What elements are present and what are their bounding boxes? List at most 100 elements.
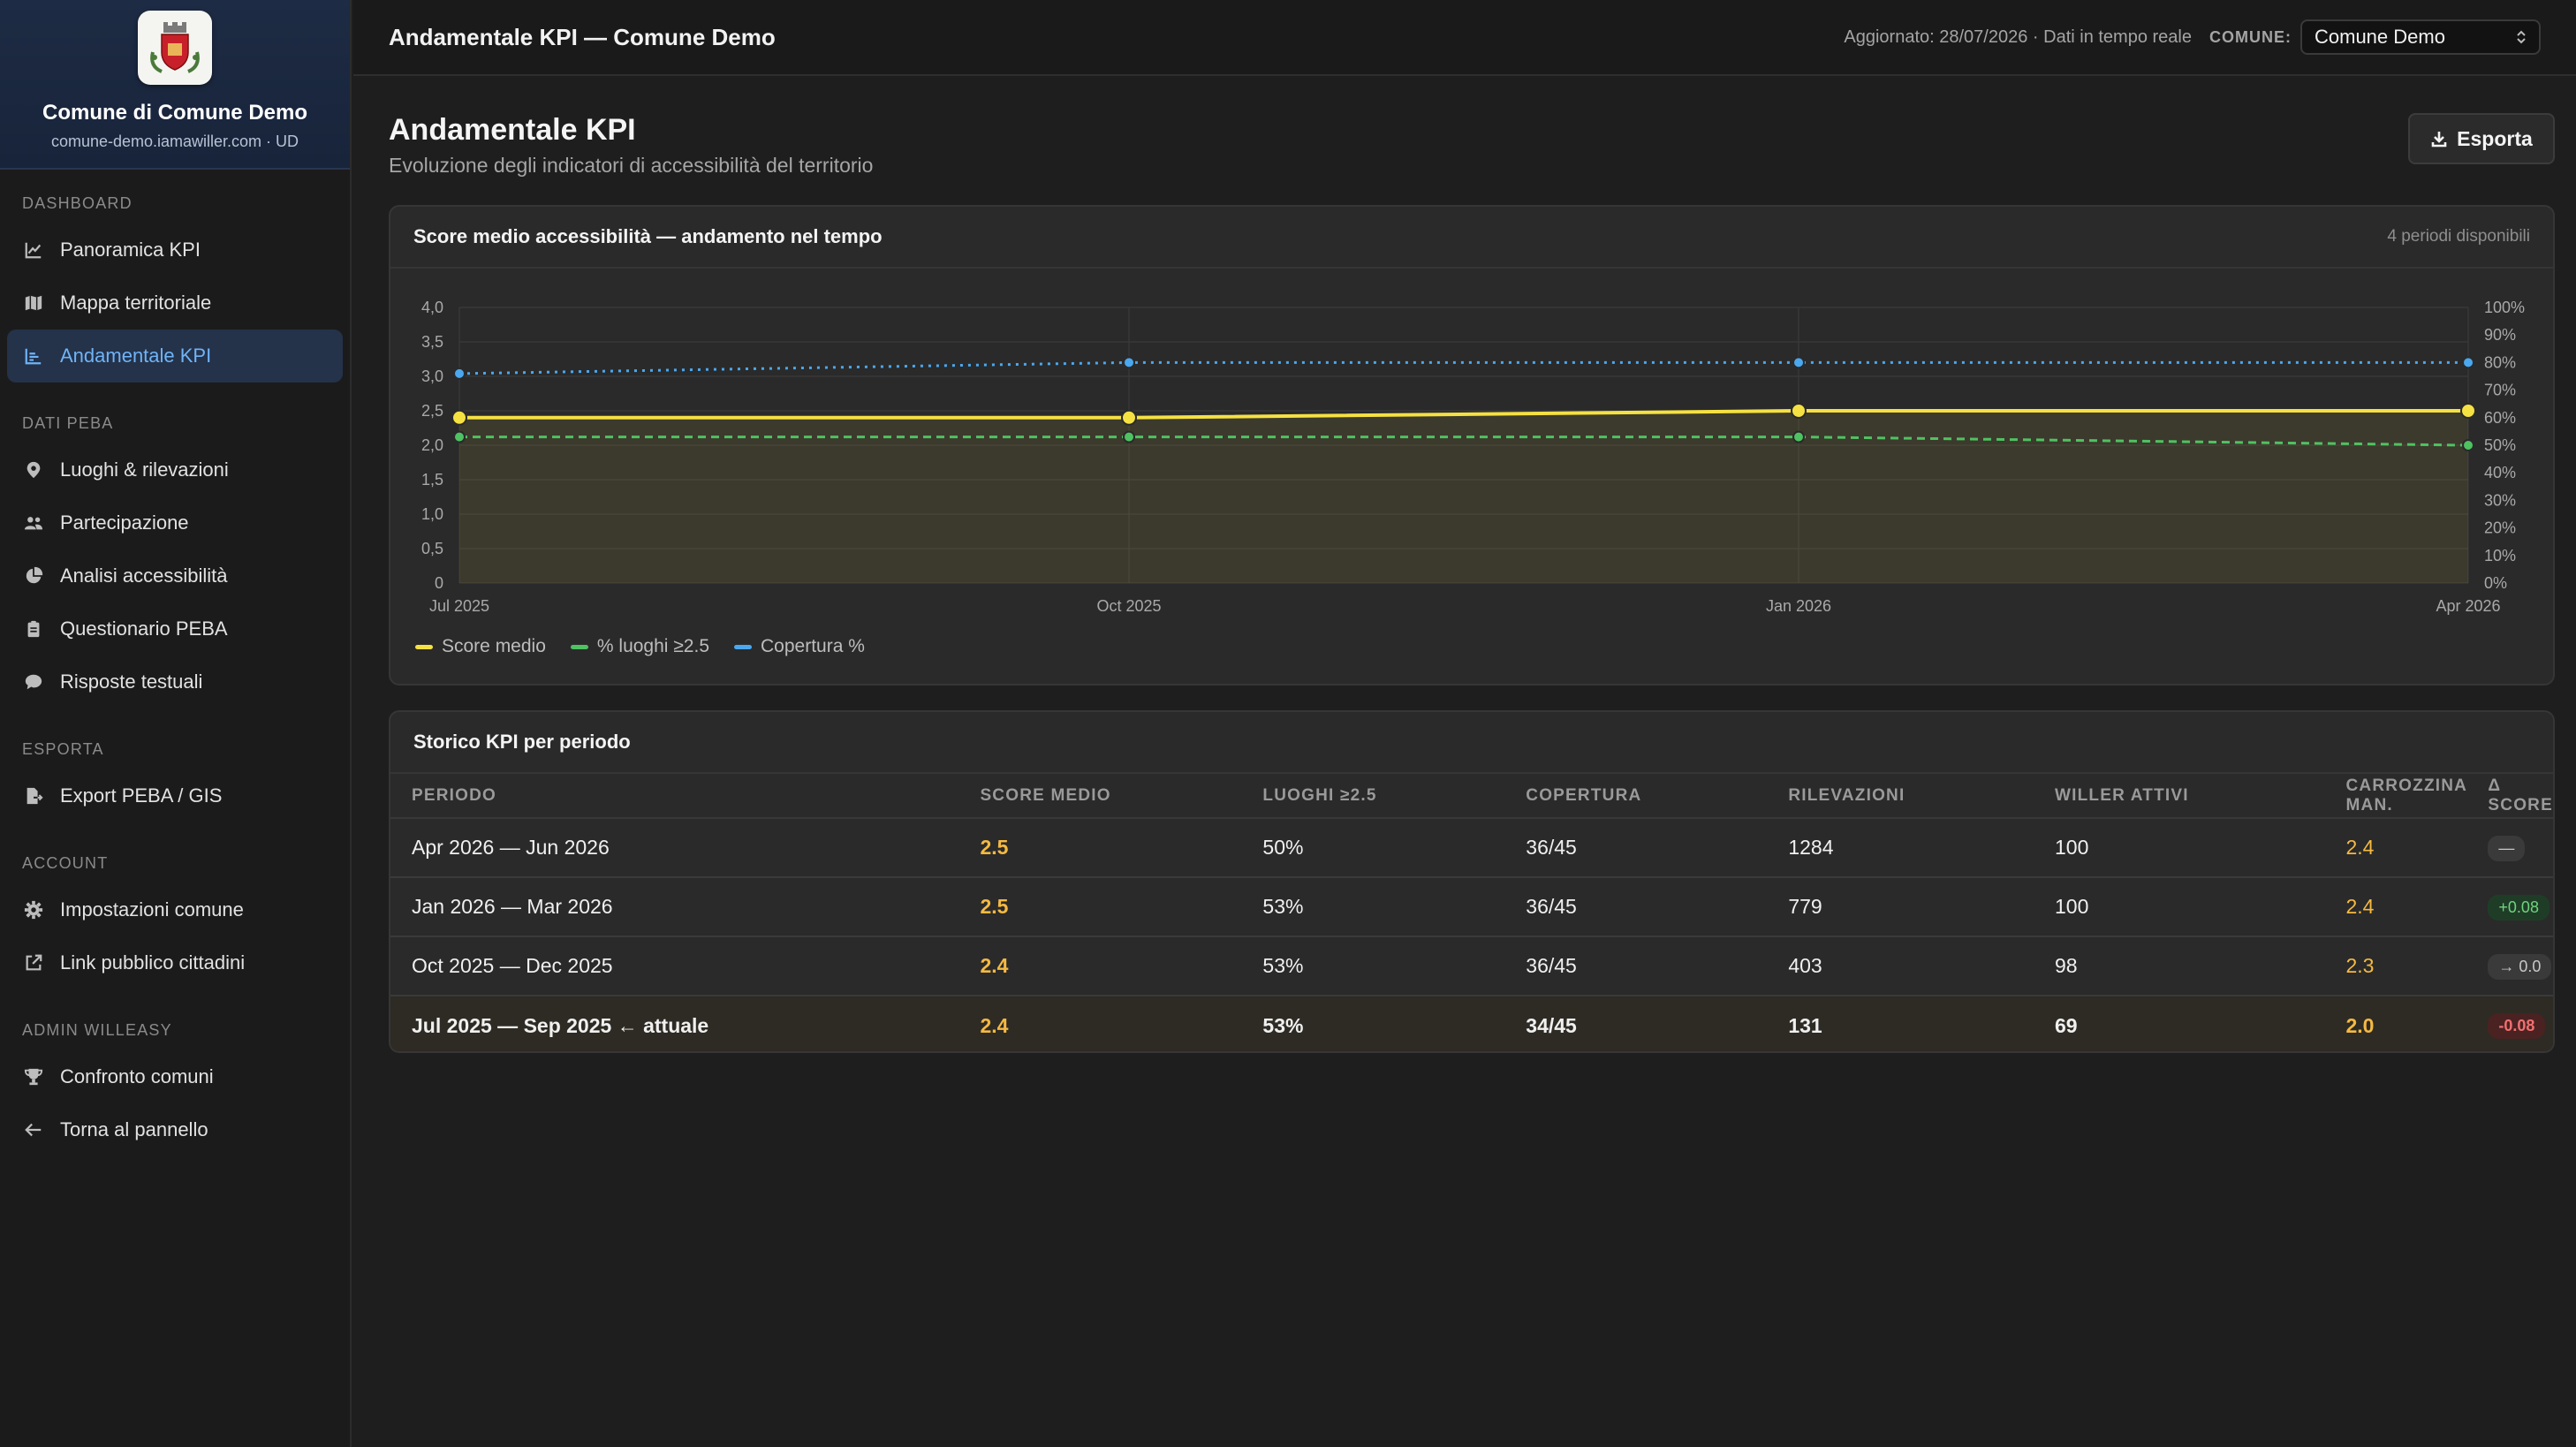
cell-rilevazioni: 779 xyxy=(1767,877,2034,937)
sidebar-item-label: Torna al pannello xyxy=(60,1118,208,1140)
sidebar-item-impostazioni-comune[interactable]: Impostazioni comune xyxy=(7,883,343,936)
sidebar-item-label: Panoramica KPI xyxy=(60,239,201,261)
data-point xyxy=(1791,403,1807,419)
brand-name: Comune di Comune Demo xyxy=(42,101,307,125)
table-row: Jul 2025 — Sep 2025 ← attuale 2.4 53% 34/45… xyxy=(390,996,2553,1051)
sidebar-item-link-pubblico-cittadini[interactable]: Link pubblico cittadini xyxy=(7,936,343,989)
column-header[interactable]: WILLER ATTIVI xyxy=(2033,774,2325,819)
column-header[interactable]: LUOGHI ≥2.5 xyxy=(1241,774,1505,819)
delta-score-badge: — xyxy=(2488,835,2526,861)
chart-legend: Score medio % luoghi ≥2.5 Copertura % xyxy=(415,636,890,657)
file-export-icon xyxy=(23,785,44,807)
column-header[interactable]: COPERTURA xyxy=(1504,774,1768,819)
carrozzina-value: 2.4 xyxy=(2345,836,2375,859)
gear-icon xyxy=(23,899,44,920)
trophy-icon xyxy=(23,1066,44,1087)
sidebar-item-partecipazione[interactable]: Partecipazione xyxy=(7,496,343,549)
data-point xyxy=(2460,403,2476,419)
select-chevrons-icon xyxy=(2516,29,2527,46)
y-right-tick-label: 80% xyxy=(2484,353,2516,371)
data-point xyxy=(451,409,467,426)
sidebar-item-luoghi-rilevazioni[interactable]: Luoghi & rilevazioni xyxy=(7,443,343,496)
column-header[interactable]: CARROZZINA MAN. xyxy=(2324,774,2467,819)
topbar-title: Andamentale KPI — Comune Demo xyxy=(389,23,776,50)
sidebar-item-label: Confronto comuni xyxy=(60,1065,214,1087)
delta-score-badge: -0.08 xyxy=(2488,1013,2546,1039)
series-line-2 xyxy=(458,360,2468,375)
map-icon xyxy=(23,292,44,314)
export-button[interactable]: Esporta xyxy=(2408,113,2555,164)
y-right-tick-label: 90% xyxy=(2484,326,2516,344)
column-header[interactable]: SCORE MEDIO xyxy=(958,774,1242,819)
data-point xyxy=(453,430,466,443)
sidebar-item-label: Luoghi & rilevazioni xyxy=(60,458,229,481)
brand-domain: comune-demo.iamawiller.com · UD xyxy=(50,133,299,150)
map-pin-icon xyxy=(23,459,44,481)
y-left-tick-label: 3,0 xyxy=(421,367,443,385)
comune-select[interactable]: Comune Demo xyxy=(2300,19,2541,55)
sidebar-item-andamentale-kpi[interactable]: Andamentale KPI xyxy=(7,330,343,383)
brand-header: Comune di Comune Demo comune-demo.iamawi… xyxy=(0,0,350,170)
chart-area: 0 0,5 1,0 1,5 2,0 2,5 3,0 3,5 4,0 0% 10% 20% 30% 40% 5… xyxy=(390,269,2553,684)
page-title: Andamentale KPI xyxy=(389,113,636,147)
x-tick-label: Apr 2026 xyxy=(2436,597,2500,615)
series-area-0 xyxy=(459,411,2468,583)
legend-swatch xyxy=(415,644,433,649)
users-icon xyxy=(23,512,44,534)
score-value: 2.5 xyxy=(980,836,1009,859)
carrozzina-value: 2.0 xyxy=(2345,1013,2375,1037)
cell-delta: -0.08 xyxy=(2466,996,2553,1051)
cell-luoghi: 53% xyxy=(1241,877,1505,937)
topbar: Andamentale KPI — Comune Demo Aggiornato… xyxy=(353,0,2576,76)
data-point xyxy=(2462,439,2474,451)
y-right-tick-label: 100% xyxy=(2484,299,2525,316)
sidebar-item-mappa-territoriale[interactable]: Mappa territoriale xyxy=(7,277,343,330)
y-right-tick-label: 70% xyxy=(2484,382,2516,399)
sidebar-item-panoramica-kpi[interactable]: Panoramica KPI xyxy=(7,223,343,277)
table-title: Storico KPI per periodo xyxy=(413,731,631,753)
cell-willer: 100 xyxy=(2033,818,2325,878)
y-right-tick-label: 50% xyxy=(2484,436,2516,454)
sidebar-item-questionario-peba[interactable]: Questionario PEBA xyxy=(7,602,343,655)
delta-score-badge: +0.08 xyxy=(2488,894,2549,920)
sidebar-item-risposte-testuali[interactable]: Risposte testuali xyxy=(7,655,343,708)
chart-card-header: Score medio accessibilità — andamento ne… xyxy=(390,207,2553,269)
y-left-tick-label: 4,0 xyxy=(421,299,443,316)
table-card-header: Storico KPI per periodo xyxy=(390,712,2553,774)
sidebar-item-torna-al-pannello[interactable]: Torna al pannello xyxy=(7,1103,343,1156)
y-right-tick-label: 40% xyxy=(2484,464,2516,481)
last-updated-text: Aggiornato: 28/07/2026 · Dati in tempo r… xyxy=(1844,27,2192,47)
cell-periodo: Jul 2025 — Sep 2025 ← attuale xyxy=(390,996,959,1051)
sidebar-item-label: Analisi accessibilità xyxy=(60,564,228,587)
sidebar-item-label: Mappa territoriale xyxy=(60,292,212,314)
data-point xyxy=(1123,430,1135,443)
history-table-card: Storico KPI per periodo PERIODO SCORE MED… xyxy=(389,710,2555,1053)
cell-delta: → 0.0 xyxy=(2466,936,2553,996)
cell-score: 2.4 xyxy=(958,996,1242,1051)
legend-label: Score medio xyxy=(442,636,546,656)
score-value: 2.4 xyxy=(980,954,1009,977)
cell-rilevazioni: 1284 xyxy=(1767,818,2034,878)
y-left-tick-label: 1,0 xyxy=(421,505,443,523)
legend-item: Score medio xyxy=(415,636,546,657)
legend-item: % luoghi ≥2.5 xyxy=(570,636,709,657)
cell-carrozzina: 2.0 xyxy=(2324,996,2467,1051)
column-header[interactable]: RILEVAZIONI xyxy=(1767,774,2034,819)
x-tick-label: Jan 2026 xyxy=(1766,597,1831,615)
sidebar-item-label: Impostazioni comune xyxy=(60,898,244,920)
sidebar-item-analisi-accessibilit[interactable]: Analisi accessibilità xyxy=(7,549,343,602)
comune-label: COMUNE: xyxy=(2209,27,2292,46)
comune-select-value: Comune Demo xyxy=(2315,26,2445,48)
y-right-tick-label: 0% xyxy=(2484,574,2507,592)
sidebar-item-export-peba-gis[interactable]: Export PEBA / GIS xyxy=(7,769,343,822)
column-header[interactable]: Δ SCORE xyxy=(2466,774,2553,819)
sidebar-item-confronto-comuni[interactable]: Confronto comuni xyxy=(7,1050,343,1103)
trend-icon xyxy=(23,345,44,367)
legend-swatch xyxy=(734,644,752,649)
column-header[interactable]: PERIODO xyxy=(390,774,959,819)
y-right-tick-label: 20% xyxy=(2484,519,2516,537)
cell-willer: 69 xyxy=(2033,996,2325,1051)
cell-delta: — xyxy=(2466,818,2553,878)
data-point xyxy=(1121,409,1137,426)
cell-luoghi: 53% xyxy=(1241,996,1505,1051)
